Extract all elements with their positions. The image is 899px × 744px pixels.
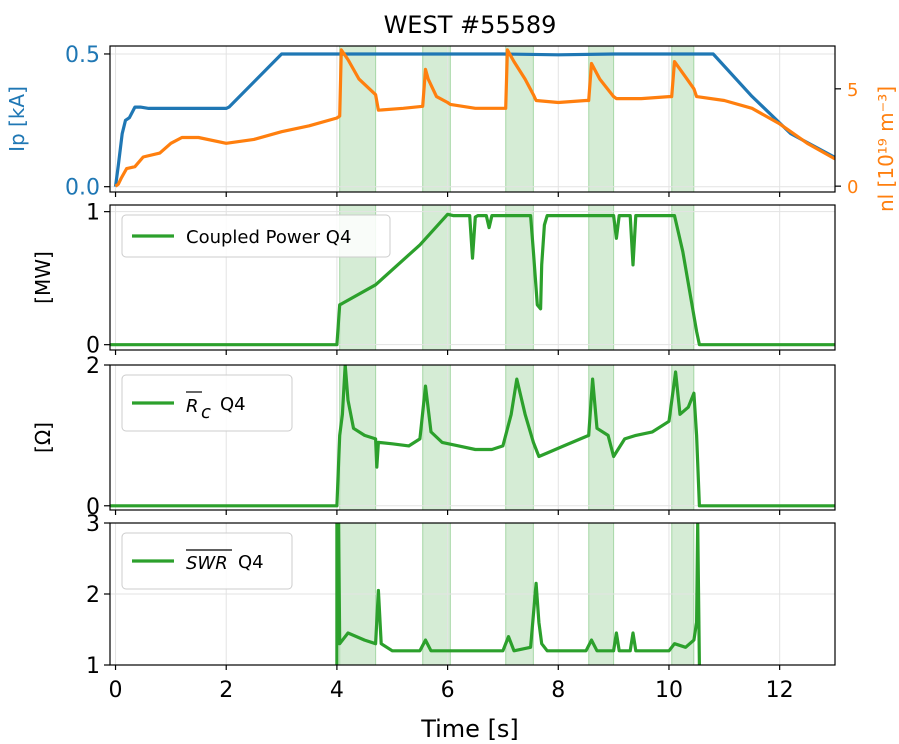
shaded-interval-2 xyxy=(422,204,451,351)
series-group xyxy=(110,365,835,508)
legend-symbol-rc-sub: c xyxy=(201,402,211,423)
panel-3: 0 2 [Ω] R c Q4 xyxy=(31,354,836,520)
legend-label: Q4 xyxy=(238,552,264,573)
x-tick-label: 0 xyxy=(109,678,123,703)
y-tick-label: 2 xyxy=(86,583,100,608)
series-group xyxy=(110,212,835,347)
legend-box xyxy=(121,214,391,258)
shaded-interval-2 xyxy=(422,45,451,193)
series-group xyxy=(113,48,835,188)
shaded-interval-1 xyxy=(339,45,377,193)
axes-frame xyxy=(109,364,836,511)
axes-frame xyxy=(109,45,836,193)
shaded-interval-4 xyxy=(588,204,615,351)
y-tick-label: 0.5 xyxy=(65,43,100,68)
y-right-tick-label: 5 xyxy=(847,80,858,101)
y-tick-label: 0 xyxy=(86,495,100,520)
series-line-q4 xyxy=(110,365,835,508)
x-tick-label: 2 xyxy=(219,678,233,703)
x-tick-label: 8 xyxy=(551,678,565,703)
y-tick-label: 3 xyxy=(86,512,100,537)
shaded-interval-5 xyxy=(671,204,695,351)
shaded-interval-3 xyxy=(505,204,534,351)
legend-symbol-rc: R xyxy=(186,396,199,417)
y-tick-label: 0 xyxy=(86,334,100,359)
y-axis-label: [Ω] xyxy=(31,422,55,453)
legend-symbol-swr: SWR xyxy=(186,553,228,574)
y-tick-label: 1 xyxy=(86,201,100,226)
legend-box xyxy=(121,532,293,590)
y-axis-label: Ip [kA] xyxy=(5,86,29,152)
y-tick-label: 2 xyxy=(86,354,100,379)
y-right-axis-label: nl [10¹⁹ m⁻³] xyxy=(874,86,898,212)
x-tick-label: 10 xyxy=(655,678,683,703)
axes-frame xyxy=(109,204,836,351)
panel-2: 0 1 [MW] Coupled Power Q4 xyxy=(31,201,836,359)
x-tick-label: 4 xyxy=(330,678,344,703)
legend-box xyxy=(121,374,293,432)
y-right-tick-label: 0 xyxy=(847,177,858,198)
shaded-interval-4 xyxy=(588,45,615,193)
figure-title: WEST #55589 xyxy=(384,11,557,39)
y-tick-label: 1 xyxy=(86,654,100,679)
series-line-coupled power q4 xyxy=(110,212,835,347)
x-tick-label: 12 xyxy=(766,678,794,703)
series-group xyxy=(335,523,701,665)
series-line-q4 xyxy=(335,523,701,665)
series-line-ip xyxy=(113,52,835,187)
y-tick-label: 0.0 xyxy=(65,176,100,201)
y-axis-label: [MW] xyxy=(31,251,55,304)
x-tick-label: 6 xyxy=(441,678,455,703)
legend-label: Coupled Power Q4 xyxy=(186,227,351,248)
panel-1: 0.0 0.5 0 5 nl [10¹⁹ m⁻³] Ip [kA] xyxy=(5,43,898,212)
legend-label: Q4 xyxy=(220,394,246,415)
x-axis-label: Time [s] xyxy=(420,715,519,743)
series-line-nl xyxy=(114,48,835,188)
